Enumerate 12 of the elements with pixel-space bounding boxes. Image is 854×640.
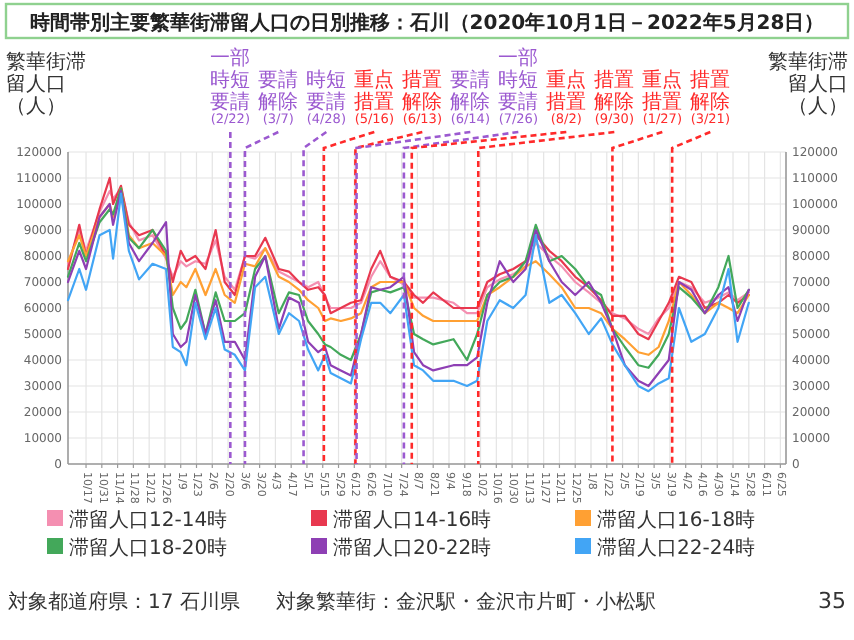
- text: 35: [818, 588, 846, 614]
- y-axis-title: 繁華街滞留人口（人）: [6, 50, 86, 118]
- legend-label: 滞留人口18-20時: [69, 536, 228, 560]
- legend-label: 滞留人口16-18時: [597, 508, 756, 532]
- legend-label: 滞留人口14-16時: [333, 508, 492, 532]
- chart-title: 時間帯別主要繁華街滞留人口の日別推移：石川（2020年10月1日－2022年5月28日）: [29, 11, 825, 35]
- legend-label: 滞留人口22-24時: [597, 536, 756, 560]
- text: 対象都道府県：17 石川県: [8, 590, 240, 614]
- y2-axis-title: 繁華街滞留人口（人）: [768, 50, 848, 118]
- legend-label: 滞留人口20-22時: [333, 536, 492, 560]
- text: 対象繁華街：金沢駅・金沢市片町・小松駅: [275, 590, 656, 614]
- legend-label: 滞留人口12-14時: [69, 508, 228, 532]
